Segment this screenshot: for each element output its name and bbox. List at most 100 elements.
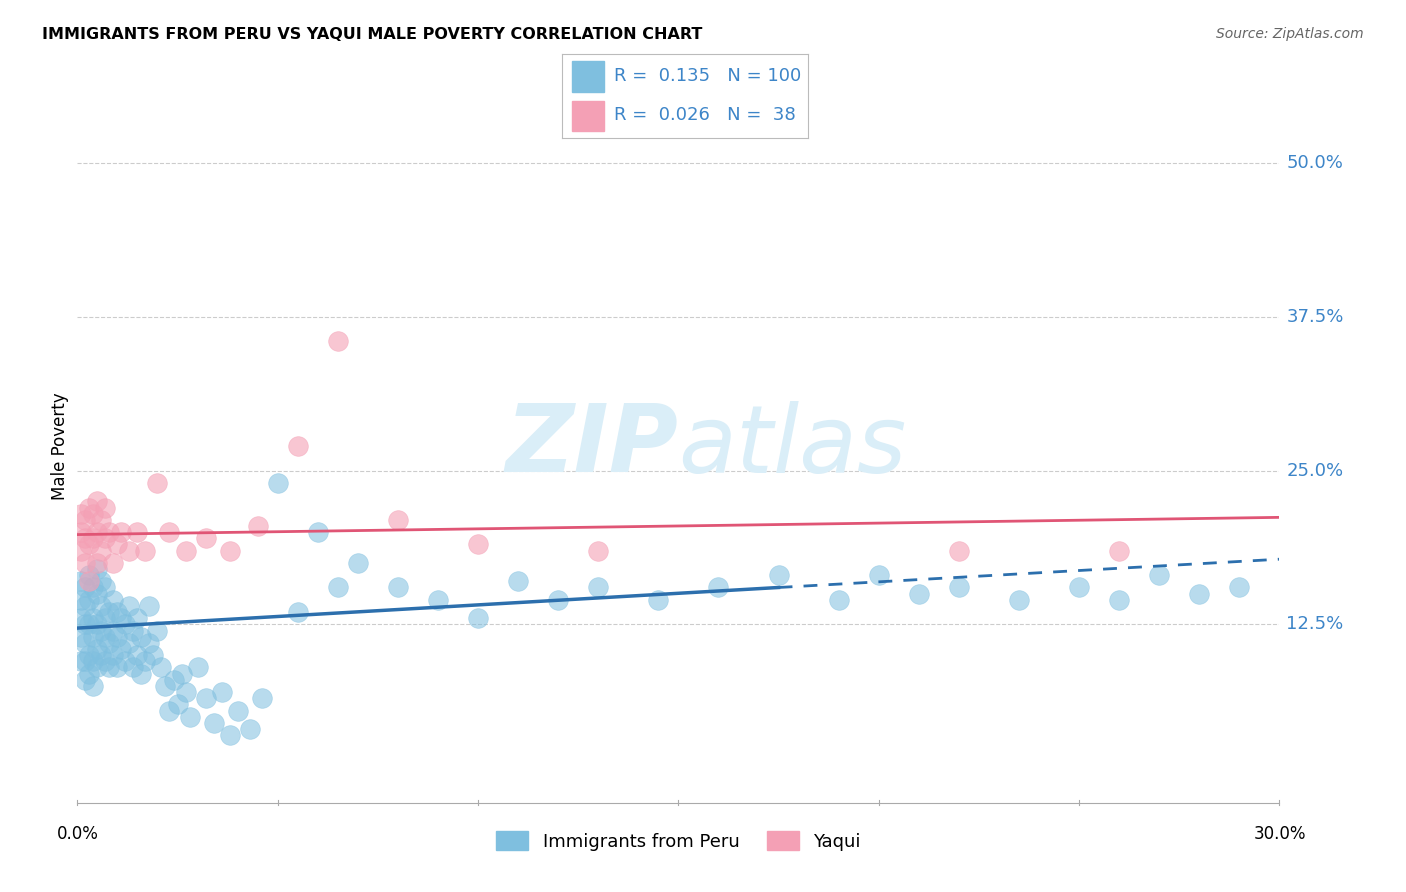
Point: [82, 679, 104, 693]
Point: [174, 543, 197, 558]
Point: [127, 648, 149, 662]
Point: [326, 334, 349, 349]
Point: [103, 624, 125, 638]
Text: 30.0%: 30.0%: [1253, 825, 1306, 843]
Bar: [572, 62, 605, 92]
Point: [267, 475, 290, 490]
Point: [194, 531, 217, 545]
Point: [211, 685, 233, 699]
Point: [179, 709, 201, 723]
Point: [107, 537, 129, 551]
Point: [387, 581, 409, 595]
Point: [90, 648, 112, 662]
Point: [70, 611, 93, 625]
Point: [138, 599, 160, 613]
Point: [70, 525, 93, 540]
Point: [134, 543, 156, 558]
Point: [138, 636, 160, 650]
Point: [90, 599, 112, 613]
Point: [114, 654, 136, 668]
Bar: [572, 101, 605, 131]
Point: [98, 605, 121, 619]
Point: [159, 704, 181, 718]
Point: [1149, 568, 1171, 582]
Point: [131, 630, 153, 644]
Point: [1108, 592, 1130, 607]
Point: [287, 605, 309, 619]
Point: [86, 525, 108, 540]
Point: [90, 574, 112, 589]
Legend: Immigrants from Peru, Yaqui: Immigrants from Peru, Yaqui: [488, 824, 869, 858]
Point: [94, 531, 117, 545]
Point: [94, 500, 117, 515]
Point: [82, 611, 104, 625]
Point: [508, 574, 530, 589]
Text: 12.5%: 12.5%: [1286, 615, 1344, 633]
Point: [246, 519, 269, 533]
Point: [86, 494, 108, 508]
Point: [94, 630, 117, 644]
Point: [79, 574, 101, 589]
Text: atlas: atlas: [679, 401, 907, 491]
Point: [118, 599, 141, 613]
Point: [103, 592, 125, 607]
Point: [90, 543, 112, 558]
Text: R =  0.026   N =  38: R = 0.026 N = 38: [614, 106, 796, 124]
Point: [82, 507, 104, 521]
Point: [107, 605, 129, 619]
Point: [118, 636, 141, 650]
Text: 50.0%: 50.0%: [1286, 154, 1343, 172]
Text: 37.5%: 37.5%: [1286, 308, 1344, 326]
Point: [186, 660, 209, 674]
Y-axis label: Male Poverty: Male Poverty: [51, 392, 69, 500]
Text: 25.0%: 25.0%: [1286, 461, 1344, 480]
Point: [588, 543, 610, 558]
Point: [70, 630, 93, 644]
Point: [287, 439, 309, 453]
Point: [307, 525, 329, 540]
Point: [70, 654, 93, 668]
Point: [467, 611, 489, 625]
Point: [155, 679, 177, 693]
Point: [75, 654, 97, 668]
Point: [86, 587, 108, 601]
Point: [166, 698, 188, 712]
Point: [82, 654, 104, 668]
Point: [127, 611, 149, 625]
Point: [127, 525, 149, 540]
Point: [948, 581, 970, 595]
Point: [75, 581, 97, 595]
Point: [70, 507, 93, 521]
Point: [347, 556, 370, 570]
Point: [79, 648, 101, 662]
Point: [75, 617, 97, 632]
Point: [90, 513, 112, 527]
Point: [118, 543, 141, 558]
Point: [79, 568, 101, 582]
Point: [75, 636, 97, 650]
Point: [114, 617, 136, 632]
Point: [131, 666, 153, 681]
Point: [218, 543, 240, 558]
Point: [1069, 581, 1091, 595]
Point: [1008, 592, 1031, 607]
Text: IMMIGRANTS FROM PERU VS YAQUI MALE POVERTY CORRELATION CHART: IMMIGRANTS FROM PERU VS YAQUI MALE POVER…: [42, 27, 703, 42]
Point: [86, 562, 108, 576]
Point: [103, 556, 125, 570]
Point: [142, 648, 165, 662]
Point: [75, 556, 97, 570]
Point: [768, 568, 790, 582]
Point: [98, 636, 121, 650]
Point: [79, 617, 101, 632]
Text: 0.0%: 0.0%: [56, 825, 98, 843]
Point: [86, 660, 108, 674]
Point: [94, 654, 117, 668]
Point: [908, 587, 931, 601]
Text: ZIP: ZIP: [506, 400, 679, 492]
Point: [868, 568, 890, 582]
Point: [86, 556, 108, 570]
Point: [202, 715, 225, 730]
Point: [547, 592, 569, 607]
Point: [107, 630, 129, 644]
Point: [79, 592, 101, 607]
